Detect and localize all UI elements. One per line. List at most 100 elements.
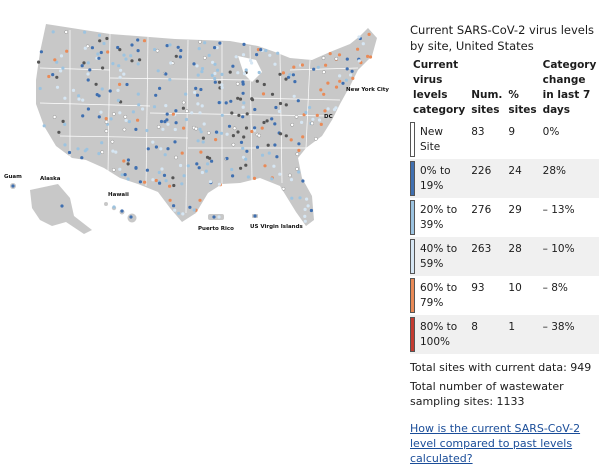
site-marker [71, 88, 76, 92]
site-marker [300, 120, 304, 124]
site-marker [210, 159, 214, 163]
site-marker [157, 170, 161, 175]
site-marker [95, 93, 99, 97]
site-marker [310, 121, 314, 126]
site-marker [262, 120, 266, 125]
site-marker [109, 117, 113, 121]
site-marker [138, 180, 142, 184]
site-marker [126, 177, 130, 181]
site-marker [143, 180, 147, 184]
site-marker [55, 75, 59, 79]
site-marker [104, 129, 109, 133]
site-marker [225, 132, 229, 136]
site-marker [97, 115, 101, 119]
site-marker [206, 131, 211, 135]
site-marker [192, 208, 196, 212]
site-marker [129, 54, 133, 58]
site-marker [216, 68, 220, 72]
site-marker [180, 182, 184, 186]
site-marker [114, 150, 118, 154]
row-category: 0% to 19% [410, 159, 469, 198]
site-marker [152, 105, 157, 109]
row-pct-sites: 24 [505, 159, 540, 198]
site-marker [217, 215, 221, 219]
site-marker [213, 80, 217, 84]
site-marker [341, 81, 345, 85]
levels-table: Current virus levels category Num. sites… [410, 58, 600, 354]
map-label-guam: Guam [4, 174, 22, 180]
site-marker [338, 74, 342, 78]
site-marker [229, 99, 233, 103]
row-change: – 10% [539, 237, 600, 276]
site-marker [303, 219, 307, 223]
row-pct-sites: 29 [508, 204, 522, 216]
site-marker [174, 155, 178, 160]
site-marker [273, 143, 277, 147]
site-marker [97, 152, 101, 156]
site-marker [138, 58, 142, 62]
site-marker [255, 53, 259, 57]
site-marker [288, 73, 292, 77]
site-marker [55, 60, 59, 64]
site-marker [59, 69, 63, 73]
site-marker [314, 137, 318, 141]
site-marker [159, 147, 163, 151]
site-marker [171, 176, 175, 180]
site-marker [300, 63, 304, 67]
site-marker [217, 182, 222, 186]
site-marker [291, 73, 295, 77]
row-num-sites: 226 [468, 159, 506, 198]
site-marker [301, 179, 305, 183]
site-marker [255, 145, 260, 149]
site-marker [290, 123, 295, 127]
calculation-info-link[interactable]: How is the current SARS-CoV-2 level comp… [410, 422, 581, 465]
site-marker [134, 127, 138, 131]
site-marker [86, 61, 90, 65]
site-marker [166, 122, 170, 126]
site-marker [253, 107, 257, 112]
site-marker [218, 41, 222, 45]
site-marker [242, 135, 246, 139]
site-marker [179, 163, 183, 168]
row-num-sites: 276 [471, 204, 492, 216]
site-marker [213, 62, 217, 66]
site-marker [61, 66, 65, 70]
site-marker [297, 142, 301, 146]
us-site-map[interactable]: New York City DC Guam Alaska Hawaii Puer… [0, 8, 400, 248]
site-marker [171, 112, 175, 116]
site-marker [122, 127, 127, 132]
site-marker [312, 67, 316, 71]
site-marker [351, 76, 355, 80]
hawaii-landmass [104, 202, 137, 223]
site-marker [111, 62, 115, 66]
site-marker [235, 82, 240, 86]
totals: Total sites with current data: 949 Total… [410, 360, 598, 409]
site-marker [193, 90, 197, 94]
site-marker [326, 107, 330, 111]
site-marker [275, 155, 279, 159]
site-marker [174, 109, 178, 113]
site-marker [165, 44, 169, 48]
site-marker [168, 43, 172, 47]
site-marker [59, 54, 64, 58]
site-marker [278, 72, 282, 76]
site-marker [232, 126, 237, 131]
site-marker [284, 134, 288, 138]
site-marker [245, 149, 249, 153]
row-category: New Site [410, 120, 468, 159]
site-marker [265, 119, 269, 123]
site-marker [214, 130, 219, 134]
site-marker [184, 92, 188, 96]
site-marker [94, 82, 98, 86]
site-marker [141, 107, 145, 111]
site-marker [196, 73, 200, 77]
site-marker [253, 126, 257, 130]
site-marker [122, 159, 126, 163]
site-marker [124, 118, 128, 122]
site-marker [82, 61, 86, 65]
site-marker [292, 94, 296, 98]
site-marker [194, 126, 198, 131]
site-marker [195, 64, 199, 68]
site-marker [65, 49, 69, 53]
site-marker [328, 52, 332, 56]
